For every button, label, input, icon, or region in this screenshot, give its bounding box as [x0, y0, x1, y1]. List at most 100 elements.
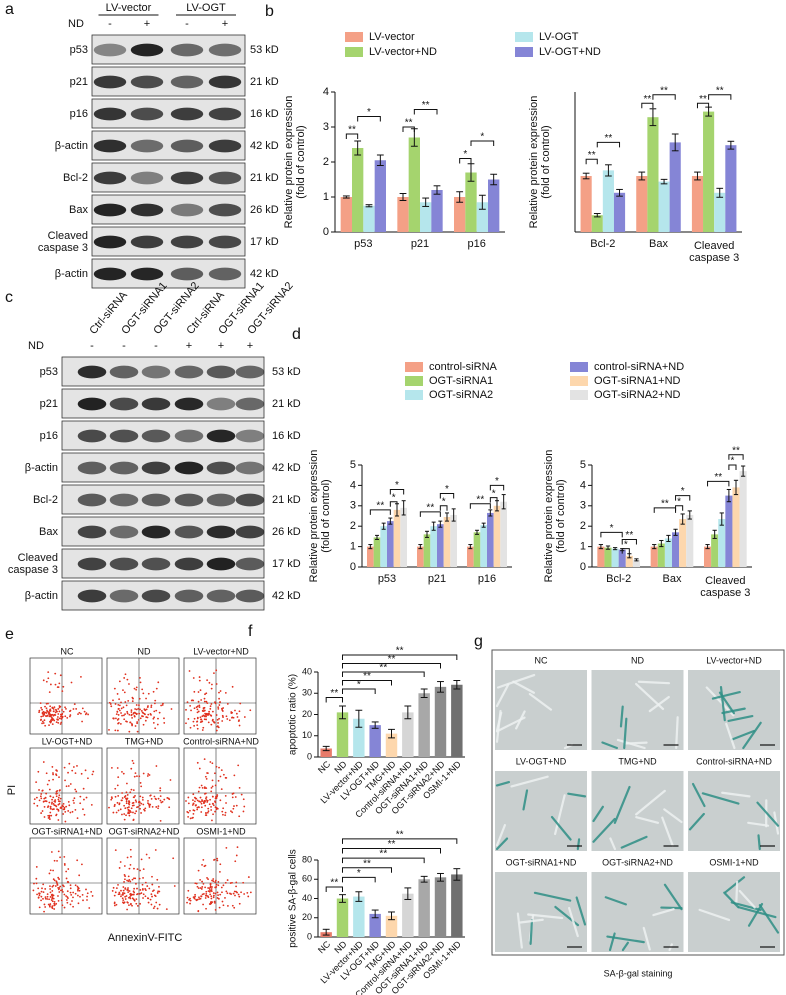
event-dot	[63, 885, 65, 888]
event-dot	[219, 775, 222, 778]
event-dot	[53, 902, 56, 905]
significance-bracket	[621, 548, 630, 554]
cell	[529, 919, 534, 945]
significance-bracket	[728, 454, 744, 460]
event-dot	[147, 773, 150, 775]
significance-label: *	[480, 132, 484, 143]
event-dot	[43, 797, 46, 800]
event-dot	[139, 717, 142, 720]
event-dot	[198, 896, 200, 899]
event-dot	[116, 767, 119, 769]
event-dot	[72, 896, 74, 899]
event-dot	[237, 720, 240, 722]
event-dot	[195, 797, 198, 800]
event-dot	[125, 802, 128, 805]
y-tick-label: 1	[323, 191, 329, 203]
event-dot	[63, 766, 66, 769]
event-dot	[197, 710, 200, 713]
event-dot	[216, 891, 219, 894]
event-dot	[192, 812, 195, 815]
event-dot	[122, 892, 124, 894]
event-dot	[44, 797, 47, 799]
event-dot	[46, 893, 49, 896]
legend-swatch	[515, 47, 533, 57]
significance-label: **	[379, 663, 387, 674]
event-dot	[185, 722, 187, 725]
event-dot	[224, 897, 226, 899]
y-tick-label: 30	[302, 688, 312, 698]
bar	[418, 879, 430, 937]
event-dot	[67, 897, 69, 900]
bar	[385, 733, 398, 757]
event-dot	[44, 906, 47, 908]
event-dot	[81, 707, 84, 710]
bar	[454, 197, 466, 232]
bar	[450, 514, 457, 567]
event-dot	[197, 887, 200, 890]
cell	[737, 906, 777, 919]
event-dot	[212, 892, 215, 894]
event-dot	[140, 802, 143, 805]
event-dot	[132, 898, 135, 901]
event-dot	[195, 899, 198, 902]
event-dot	[137, 805, 139, 808]
event-dot	[110, 798, 113, 801]
event-dot	[138, 712, 141, 715]
event-dot	[192, 816, 194, 819]
event-dot	[75, 790, 78, 793]
event-dot	[67, 800, 70, 803]
event-dot	[209, 707, 212, 710]
event-dot	[61, 712, 64, 715]
event-dot	[153, 716, 156, 719]
event-dot	[110, 705, 113, 708]
event-dot	[133, 877, 135, 880]
significance-bracket	[389, 488, 405, 495]
event-dot	[194, 893, 196, 896]
sample-label: LV-OGT+ND	[42, 736, 93, 746]
event-dot	[42, 800, 45, 803]
event-dot	[42, 883, 45, 886]
event-dot	[86, 895, 88, 898]
event-dot	[76, 817, 79, 820]
protein-label: p21	[40, 398, 58, 410]
event-dot	[50, 803, 53, 805]
event-dot	[128, 867, 131, 870]
panel-letter: g	[474, 633, 483, 650]
event-dot	[50, 814, 53, 817]
significance-bracket	[342, 654, 458, 660]
event-dot	[132, 893, 135, 896]
event-dot	[74, 884, 77, 887]
blot-band	[208, 235, 242, 249]
event-dot	[157, 805, 160, 807]
event-dot	[189, 705, 192, 707]
event-dot	[48, 724, 50, 727]
event-dot	[138, 697, 141, 700]
blot-band	[93, 43, 127, 57]
significance-bracket	[489, 497, 498, 503]
event-dot	[201, 729, 204, 731]
cell	[675, 716, 679, 750]
event-dot	[130, 709, 133, 712]
legend-label: OGT-siRNA2	[429, 389, 493, 401]
event-dot	[212, 795, 214, 798]
event-dot	[60, 718, 63, 720]
bar	[625, 555, 633, 567]
event-dot	[37, 896, 40, 899]
event-dot	[200, 806, 203, 809]
event-dot	[198, 767, 201, 770]
event-dot	[49, 709, 52, 712]
event-dot	[148, 856, 151, 859]
event-dot	[48, 779, 51, 782]
significance-bracket	[708, 94, 732, 100]
event-dot	[150, 713, 152, 716]
event-dot	[114, 795, 117, 798]
event-dot	[157, 681, 160, 684]
event-dot	[212, 878, 215, 880]
event-dot	[210, 897, 213, 900]
event-dot	[243, 893, 246, 895]
significance-bracket	[342, 688, 376, 694]
event-dot	[234, 796, 237, 798]
event-dot	[71, 810, 74, 813]
blot-band	[93, 235, 127, 249]
event-dot	[231, 685, 234, 688]
